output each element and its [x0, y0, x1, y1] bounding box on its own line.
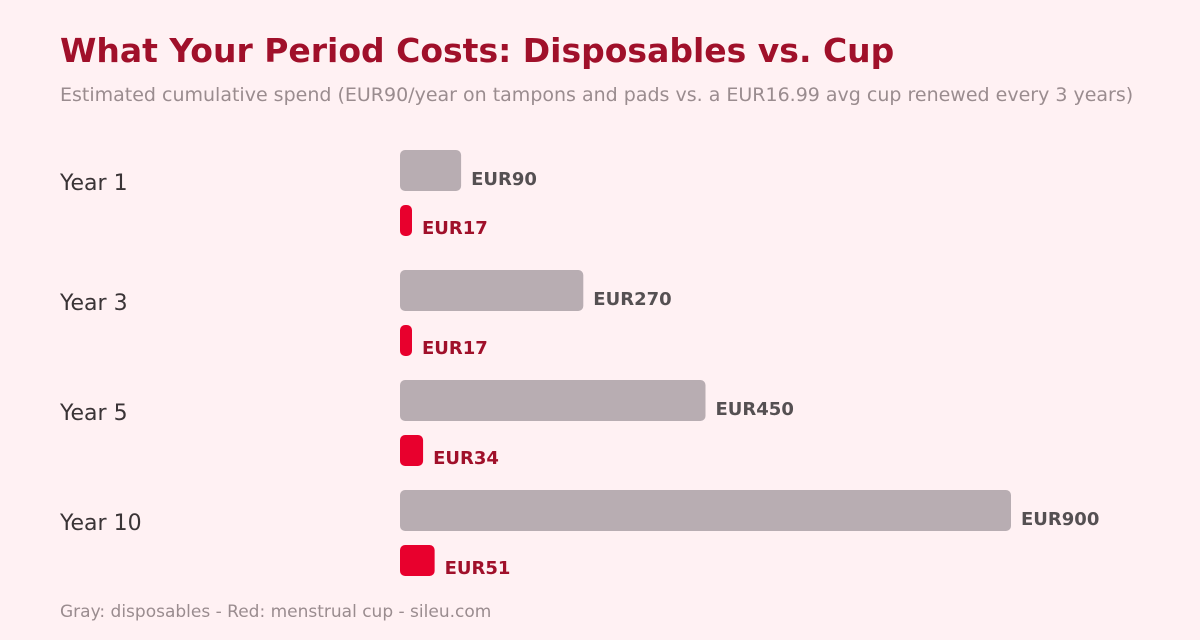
- category-label: Year 1: [59, 171, 128, 196]
- disposables-bar: [400, 380, 706, 421]
- disposables-bar: [400, 490, 1011, 531]
- cup-value-label: EUR17: [422, 218, 488, 239]
- cup-bar: [400, 325, 412, 356]
- cup-bar: [400, 205, 412, 236]
- chart-title: What Your Period Costs: Disposables vs. …: [60, 31, 895, 70]
- cup-value-label: EUR17: [422, 338, 488, 359]
- cup-value-label: EUR51: [445, 558, 511, 579]
- cup-bar: [400, 435, 424, 466]
- chart-subtitle: Estimated cumulative spend (EUR90/year o…: [60, 84, 1134, 106]
- cup-value-label: EUR34: [433, 448, 499, 469]
- chart-footnote: Gray: disposables - Red: menstrual cup -…: [60, 602, 492, 622]
- disposables-value-label: EUR90: [471, 169, 537, 190]
- disposables-value-label: EUR270: [593, 289, 671, 310]
- disposables-bar: [400, 270, 584, 311]
- disposables-value-label: EUR900: [1021, 509, 1099, 530]
- disposables-value-label: EUR450: [716, 399, 794, 420]
- category-label: Year 5: [59, 401, 128, 426]
- disposables-bar: [400, 150, 462, 191]
- category-label: Year 3: [59, 291, 128, 316]
- category-label: Year 10: [59, 511, 142, 536]
- cup-bar: [400, 545, 435, 576]
